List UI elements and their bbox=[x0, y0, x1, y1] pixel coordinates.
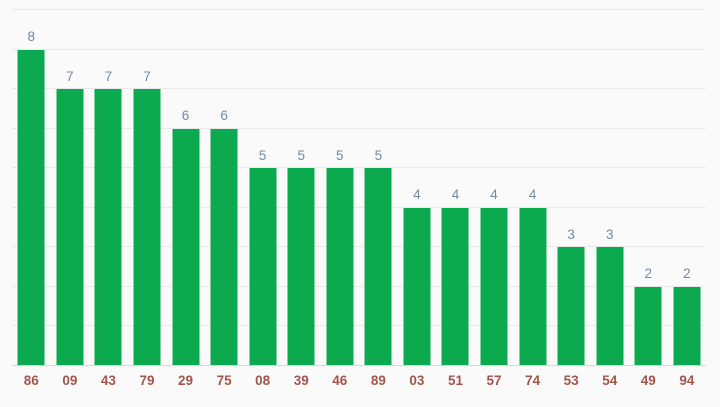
bar-column: 7 79 bbox=[128, 10, 167, 387]
bar-column: 2 49 bbox=[629, 10, 668, 387]
bar[interactable] bbox=[634, 286, 662, 366]
bar[interactable] bbox=[326, 168, 354, 366]
bar-value-label: 4 bbox=[451, 187, 460, 203]
bar[interactable] bbox=[249, 168, 277, 366]
bar[interactable] bbox=[480, 207, 508, 366]
bar[interactable] bbox=[557, 247, 585, 366]
bar-column: 7 43 bbox=[89, 10, 128, 387]
bar[interactable] bbox=[133, 89, 161, 366]
bar-value-label: 2 bbox=[683, 266, 691, 282]
gridline bbox=[12, 127, 706, 129]
bar-column: 7 09 bbox=[51, 10, 90, 387]
x-axis-label: 79 bbox=[139, 373, 155, 388]
bar-value-label: 7 bbox=[104, 68, 113, 84]
bar[interactable] bbox=[403, 207, 431, 366]
x-axis-label: 49 bbox=[640, 373, 656, 388]
bar-column: 4 03 bbox=[398, 10, 437, 387]
gridline bbox=[12, 285, 706, 287]
x-axis-label: 08 bbox=[255, 373, 271, 388]
x-axis-label: 09 bbox=[62, 373, 78, 388]
bar-column: 4 51 bbox=[436, 10, 475, 387]
x-axis-label: 75 bbox=[216, 373, 232, 388]
bar-value-label: 7 bbox=[143, 68, 151, 84]
bar-column: 2 94 bbox=[668, 10, 707, 387]
plot-area: 8 86 7 09 7 43 7 79 6 29 6 75 5 08 5 39 5 46 5 89 4 03 4 51 4 57 4… bbox=[12, 9, 707, 387]
bar-value-label: 7 bbox=[66, 68, 74, 84]
bar-columns: 8 86 7 09 7 43 7 79 6 29 6 75 5 08 5 39 5 46 5 89 4 03 4 51 4 57 4… bbox=[12, 10, 707, 387]
x-axis-label: 86 bbox=[23, 373, 39, 388]
bar-column: 3 53 bbox=[552, 10, 591, 387]
bar-value-label: 6 bbox=[181, 108, 190, 124]
bar[interactable] bbox=[17, 49, 45, 366]
gridline bbox=[12, 167, 706, 169]
bar-value-label: 4 bbox=[413, 187, 421, 203]
x-axis-label: 89 bbox=[370, 373, 386, 388]
x-axis-label: 03 bbox=[409, 373, 425, 388]
x-axis-line bbox=[12, 365, 706, 366]
bar-value-label: 5 bbox=[336, 147, 344, 163]
bar[interactable] bbox=[364, 168, 392, 366]
bar-value-label: 4 bbox=[490, 187, 498, 203]
bar[interactable] bbox=[441, 207, 469, 366]
bar[interactable] bbox=[210, 128, 238, 366]
x-axis-label: 29 bbox=[178, 373, 194, 388]
bar-value-label: 5 bbox=[297, 147, 305, 163]
bar[interactable] bbox=[172, 128, 200, 366]
bar-column: 5 39 bbox=[282, 10, 321, 387]
gridline bbox=[12, 325, 706, 327]
bar-column: 3 54 bbox=[590, 10, 629, 387]
x-axis-label: 94 bbox=[679, 373, 695, 388]
bar-value-label: 8 bbox=[27, 29, 36, 45]
bar-column: 4 74 bbox=[513, 10, 552, 387]
bar-column: 6 29 bbox=[166, 10, 205, 387]
bar[interactable] bbox=[673, 286, 701, 366]
gridline bbox=[12, 88, 706, 90]
bar-value-label: 5 bbox=[258, 147, 267, 163]
x-axis-label: 57 bbox=[486, 373, 502, 388]
bar[interactable] bbox=[287, 168, 315, 366]
x-axis-label: 74 bbox=[525, 373, 541, 388]
bar-value-label: 3 bbox=[567, 226, 575, 242]
bar[interactable] bbox=[94, 89, 122, 366]
bar-column: 5 89 bbox=[359, 10, 398, 387]
bar[interactable] bbox=[519, 207, 547, 366]
x-axis-label: 39 bbox=[293, 373, 309, 388]
bar-value-label: 3 bbox=[605, 226, 614, 242]
bar-value-label: 5 bbox=[374, 147, 383, 163]
bar-value-label: 6 bbox=[220, 108, 228, 124]
gridline bbox=[12, 206, 706, 208]
x-axis-label: 43 bbox=[100, 373, 116, 388]
bar-column: 5 46 bbox=[321, 10, 360, 387]
bar-column: 6 75 bbox=[205, 10, 244, 387]
x-axis-label: 54 bbox=[602, 373, 618, 388]
gridline bbox=[12, 246, 706, 248]
bar[interactable] bbox=[596, 247, 624, 366]
gridline bbox=[12, 48, 706, 50]
bar-column: 8 86 bbox=[12, 10, 51, 387]
x-axis-label: 46 bbox=[332, 373, 348, 388]
bar-value-label: 2 bbox=[644, 266, 653, 282]
gridline bbox=[12, 9, 706, 10]
x-axis-label: 51 bbox=[447, 373, 463, 388]
bar-column: 4 57 bbox=[475, 10, 514, 387]
bar-column: 5 08 bbox=[243, 10, 282, 387]
bar-value-label: 4 bbox=[528, 187, 537, 203]
bar[interactable] bbox=[56, 89, 84, 366]
x-axis-label: 53 bbox=[563, 373, 579, 388]
